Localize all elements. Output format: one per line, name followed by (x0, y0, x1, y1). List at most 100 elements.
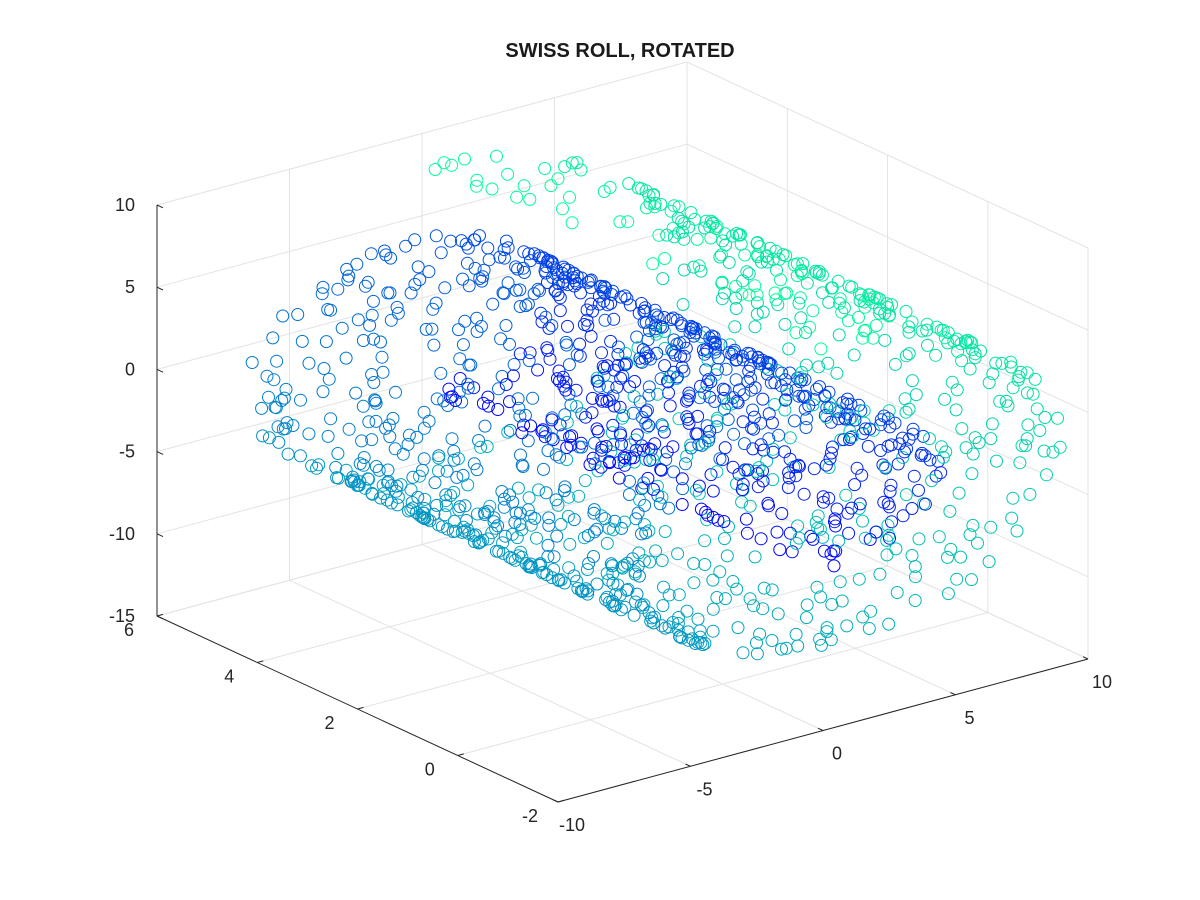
data-point (1026, 387, 1040, 401)
data-point (1040, 468, 1053, 482)
data-point (667, 365, 681, 379)
data-point (604, 445, 618, 459)
data-point (595, 443, 609, 457)
data-point (501, 276, 515, 290)
data-point (646, 482, 660, 496)
data-point (528, 511, 542, 525)
data-point (1020, 386, 1034, 400)
data-point (497, 287, 511, 300)
data-point (930, 320, 944, 334)
data-point (672, 200, 686, 214)
data-point (632, 569, 646, 583)
data-point (565, 429, 579, 443)
data-point (971, 536, 984, 550)
data-point (458, 152, 471, 166)
data-point (633, 395, 647, 409)
grid-line (156, 225, 688, 370)
data-point (682, 416, 696, 430)
data-point (825, 598, 839, 611)
data-point (486, 297, 500, 311)
data-point (606, 418, 620, 432)
data-point (643, 555, 657, 569)
data-point (710, 465, 724, 479)
y-tick-label: 4 (224, 667, 234, 687)
data-point (418, 492, 432, 506)
data-point (954, 550, 968, 564)
data-point (610, 380, 624, 394)
data-point (844, 397, 858, 411)
x-tick-label: -10 (559, 815, 585, 835)
data-point (955, 422, 969, 436)
data-point (505, 527, 519, 541)
data-point (803, 320, 817, 334)
data-point (553, 304, 567, 318)
data-point (597, 280, 611, 294)
data-point (331, 471, 345, 485)
data-point (717, 515, 731, 528)
data-point (842, 279, 856, 293)
data-point (731, 396, 745, 410)
data-point (666, 345, 680, 359)
data-point (422, 265, 436, 279)
data-point (698, 534, 712, 548)
data-point (648, 437, 662, 451)
data-point (548, 283, 562, 297)
data-point (576, 584, 590, 597)
data-point (718, 227, 732, 241)
data-point (551, 172, 565, 186)
data-point (615, 411, 629, 425)
data-point (469, 179, 483, 193)
data-point (438, 281, 452, 295)
data-point (601, 298, 615, 312)
axis-layer (156, 204, 1089, 803)
y-tick-label: 2 (324, 713, 334, 733)
data-point (778, 403, 792, 417)
data-point (654, 372, 668, 386)
data-point (692, 479, 706, 493)
z-tick-mark (156, 451, 164, 455)
data-point (369, 396, 383, 410)
data-point (781, 388, 794, 401)
data-point (452, 385, 466, 399)
data-point (742, 364, 756, 378)
data-point (519, 299, 533, 313)
data-point (417, 421, 431, 435)
data-point (366, 487, 379, 501)
data-point (648, 303, 662, 317)
data-point (595, 509, 608, 523)
data-point (599, 281, 613, 295)
data-point (730, 582, 744, 596)
data-point (302, 427, 316, 441)
data-point (878, 460, 892, 474)
data-point (272, 435, 286, 449)
data-point (806, 398, 820, 412)
data-point (572, 440, 586, 454)
data-point (690, 232, 704, 246)
data-point (552, 364, 566, 378)
data-point (493, 250, 507, 264)
data-point (706, 602, 720, 616)
data-point (468, 233, 482, 247)
data-point (497, 243, 511, 257)
data-point (968, 431, 982, 445)
data-point (846, 429, 860, 443)
data-point (331, 282, 345, 296)
data-point (806, 304, 820, 318)
data-point (671, 211, 685, 225)
data-point (363, 318, 377, 332)
data-point (503, 337, 516, 351)
data-point (831, 274, 845, 288)
y-tick-label: 0 (425, 760, 435, 780)
data-point (923, 453, 937, 467)
data-point (511, 262, 525, 276)
data-point (852, 501, 866, 515)
data-point (1020, 432, 1034, 446)
data-point (764, 376, 778, 390)
data-point (557, 484, 571, 498)
data-point (680, 410, 694, 424)
data-point (890, 586, 904, 599)
data-point (364, 247, 378, 261)
data-point (417, 452, 431, 466)
data-point (760, 454, 774, 468)
data-point (706, 624, 720, 638)
